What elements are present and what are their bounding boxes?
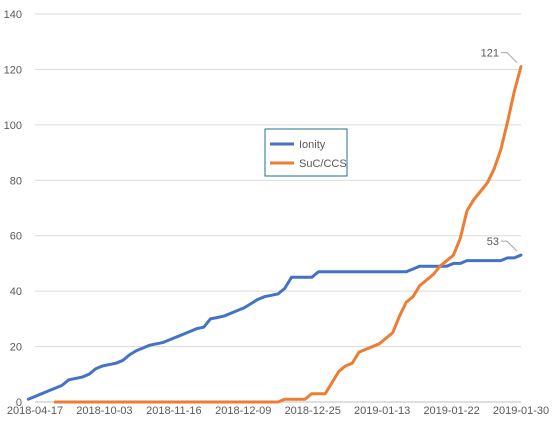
series-line-suc-ccs	[53, 65, 523, 404]
gridlines	[35, 13, 521, 403]
legend-box	[264, 128, 348, 177]
y-tick-label: 0	[16, 397, 22, 409]
y-tick-label: 140	[4, 9, 22, 21]
data-label-leader	[501, 240, 518, 252]
x-tick-label: 2019-01-22	[423, 405, 479, 417]
y-tick-label: 60	[10, 231, 22, 243]
x-tick-label: 2019-01-30	[493, 405, 549, 417]
x-tick-label: 2018-12-25	[285, 405, 341, 417]
series-lines	[26, 65, 523, 404]
y-tick-label: 40	[10, 286, 22, 298]
x-tick-label: 2018-10-03	[76, 405, 132, 417]
x-tick-label: 2018-11-16	[146, 405, 201, 417]
legend-label-suc-ccs: SuC/CCS	[299, 158, 347, 170]
series-line-ionity	[26, 253, 523, 401]
x-tick-label: 2018-04-17	[7, 405, 63, 417]
y-tick-label: 80	[10, 175, 22, 187]
data-labels: 53 121	[481, 48, 518, 252]
x-axis-tick-labels: 2018-04-17 2018-10-03 2018-11-16 2018-12-09…	[7, 405, 549, 417]
y-tick-label: 120	[4, 64, 22, 76]
data-label-ionity: 53	[487, 236, 499, 248]
x-tick-label: 2019-01-13	[354, 405, 410, 417]
data-label-leader	[501, 52, 518, 64]
data-label-suc-ccs: 121	[481, 48, 499, 60]
legend-label-ionity: Ionity	[299, 139, 326, 151]
y-tick-label: 20	[10, 342, 22, 354]
y-tick-label: 100	[4, 120, 22, 132]
x-tick-label: 2018-12-09	[215, 405, 271, 417]
y-axis-tick-labels: 0 20 40 60 80 100 120 140	[4, 9, 22, 409]
legend: Ionity SuC/CCS	[264, 128, 348, 177]
